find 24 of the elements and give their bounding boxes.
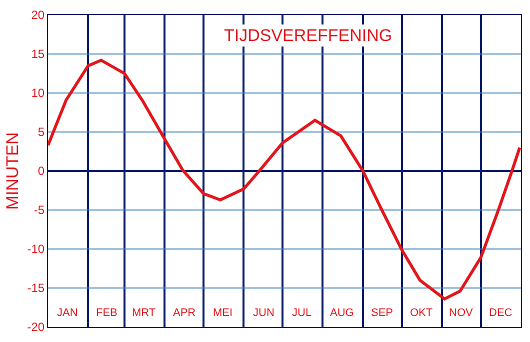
text: TIJDSVEREFFENING xyxy=(224,26,392,45)
y-tick-label: 0 xyxy=(38,164,45,178)
y-tick-label: 20 xyxy=(31,8,45,22)
y-tick-label: -15 xyxy=(27,281,45,296)
y-tick-label: -20 xyxy=(27,320,45,334)
x-tick-label: APR xyxy=(173,307,196,319)
x-tick-label: SEP xyxy=(371,307,394,319)
y-tick-label: 5 xyxy=(38,125,45,140)
x-tick-label: JUL xyxy=(292,307,312,319)
x-tick-label: MEI xyxy=(213,307,233,319)
x-tick-label: JUN xyxy=(253,307,274,319)
x-tick-label: DEC xyxy=(489,307,512,319)
y-tick-label: 10 xyxy=(31,86,45,100)
y-tick-label: -5 xyxy=(34,203,45,218)
x-tick-label: NOV xyxy=(449,307,474,319)
x-tick-label: AUG xyxy=(330,307,354,319)
x-tick-label: JAN xyxy=(57,307,78,319)
x-tick-label: MRT xyxy=(132,307,156,319)
line-series xyxy=(48,58,521,300)
y-axis-title: MINUTEN xyxy=(2,132,22,210)
y-tick-label: -10 xyxy=(27,242,45,256)
x-tick-label: OKT xyxy=(410,307,433,319)
x-tick-label: FEB xyxy=(96,307,118,319)
y-tick-label: 15 xyxy=(31,47,45,62)
